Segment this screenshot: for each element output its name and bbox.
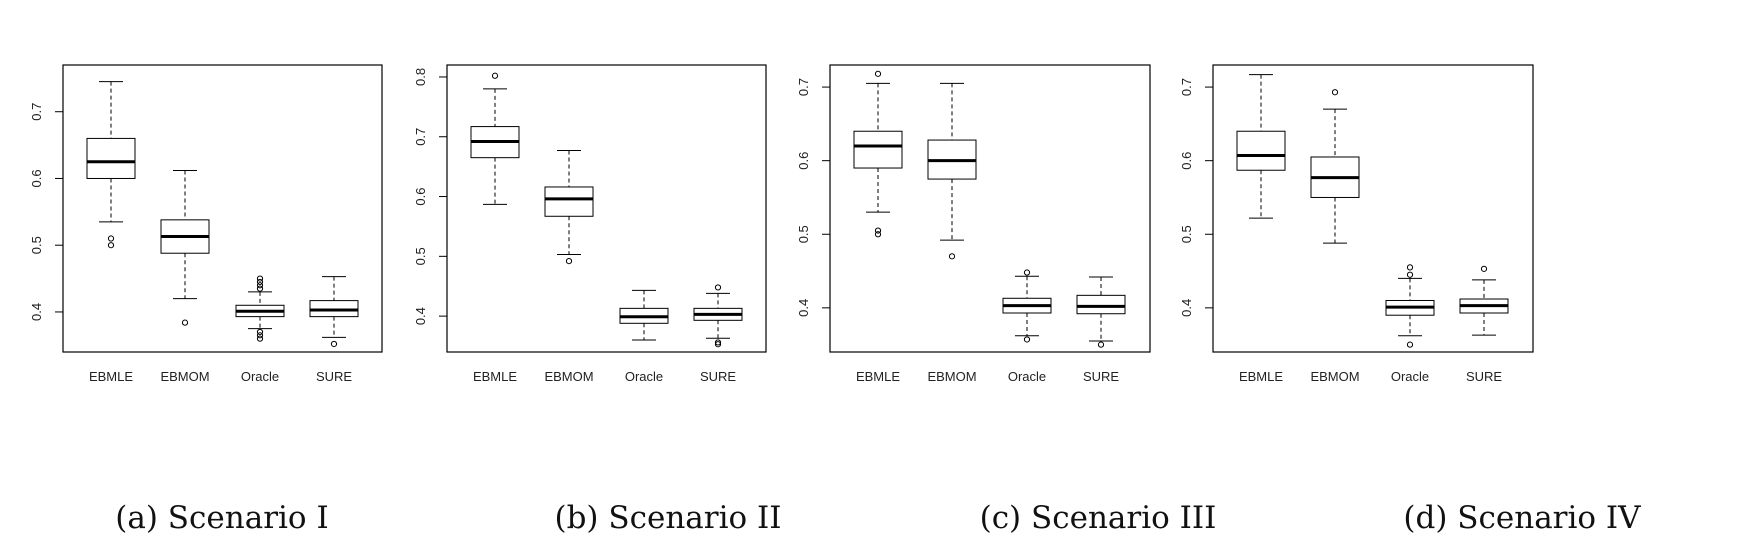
x-tick-label: Oracle	[1391, 369, 1429, 384]
caption-panel-a: (a) Scenario I	[115, 500, 329, 536]
outlier-point	[1480, 265, 1488, 272]
x-tick-label: EBMLE	[89, 369, 133, 384]
outlier-point	[1406, 271, 1414, 278]
x-tick-label: SURE	[316, 369, 352, 384]
x-tick-label: Oracle	[625, 369, 663, 384]
caption-panel-b: (b) Scenario II	[554, 500, 782, 536]
x-tick-label: EBMOM	[544, 369, 593, 384]
x-tick-label: Oracle	[241, 369, 279, 384]
x-tick-label: EBMLE	[856, 369, 900, 384]
outlier-point	[1023, 269, 1031, 276]
outlier-point	[256, 285, 264, 292]
y-tick-label: 0.6	[29, 169, 44, 187]
outlier-point	[330, 340, 338, 348]
caption-panel-d: (d) Scenario IV	[1403, 500, 1641, 536]
outlier-point	[714, 284, 722, 291]
outlier-point	[948, 253, 956, 260]
x-tick-label: SURE	[1083, 369, 1119, 384]
x-tick-label: EBMOM	[160, 369, 209, 384]
y-tick-label: 0.7	[29, 103, 44, 121]
y-tick-label: 0.7	[413, 128, 428, 146]
box-oracle	[619, 289, 669, 341]
outlier-point	[1406, 341, 1414, 348]
outlier-point	[874, 70, 882, 77]
y-tick-label: 0.7	[796, 78, 811, 96]
x-tick-label: EBMOM	[1310, 369, 1359, 384]
box-sure	[309, 276, 359, 348]
outlier-point	[491, 72, 499, 79]
box-oracle	[1385, 264, 1435, 348]
outlier-point	[714, 341, 722, 348]
box-sure	[1076, 276, 1126, 348]
x-tick-label: SURE	[700, 369, 736, 384]
y-tick-label: 0.6	[1179, 152, 1194, 170]
box-ebmle	[86, 81, 136, 249]
panel-b: 0.4 0.5 0.6 0.7 0.8 EBMLE EBMOM Oracle SURE	[413, 64, 767, 384]
outlier-point	[1331, 89, 1339, 96]
interquartile-box	[86, 137, 136, 179]
outlier-point	[107, 235, 115, 242]
panel-a: 0.4 0.5 0.6 0.7 EBMLE EBMOM Oracle SURE	[29, 64, 383, 384]
outlier-point	[181, 319, 189, 326]
y-tick-label: 0.4	[29, 303, 44, 321]
interquartile-box	[1236, 130, 1286, 171]
outlier-point	[1023, 336, 1031, 343]
outlier-point	[107, 242, 115, 249]
x-tick-label: EBMLE	[473, 369, 517, 384]
y-tick-label: 0.5	[413, 247, 428, 265]
interquartile-box	[544, 186, 594, 217]
y-tick-label: 0.5	[29, 236, 44, 254]
interquartile-box	[1076, 294, 1126, 315]
box-ebmom	[1310, 89, 1360, 244]
panel-c: 0.4 0.5 0.6 0.7 EBMLE EBMOM Oracle SURE	[796, 64, 1151, 384]
y-tick-label: 0.4	[1179, 299, 1194, 317]
x-tick-label: EBMOM	[927, 369, 976, 384]
outlier-point	[256, 278, 264, 286]
outlier-point	[256, 282, 264, 289]
box-oracle	[235, 275, 285, 342]
x-tick-label: Oracle	[1008, 369, 1046, 384]
y-tick-label: 0.6	[413, 188, 428, 206]
outlier-point	[256, 335, 264, 342]
box-sure	[693, 284, 743, 348]
outlier-point	[714, 339, 722, 346]
interquartile-box	[853, 130, 903, 169]
caption-panel-c: (c) Scenario III	[979, 500, 1217, 536]
y-tick-label: 0.4	[413, 307, 428, 325]
box-ebmle	[853, 70, 903, 238]
outlier-point	[1097, 341, 1105, 348]
outlier-point	[256, 328, 264, 336]
y-tick-label: 0.5	[796, 225, 811, 243]
box-sure	[1459, 265, 1509, 336]
outlier-point	[256, 332, 264, 339]
outlier-point	[256, 275, 264, 282]
outlier-point	[874, 227, 882, 234]
outlier-point	[565, 258, 573, 265]
y-tick-label: 0.4	[796, 299, 811, 317]
x-tick-label: EBMLE	[1239, 369, 1283, 384]
outlier-point	[1406, 264, 1414, 271]
y-tick-label: 0.5	[1179, 225, 1194, 243]
x-tick-label: SURE	[1466, 369, 1502, 384]
y-tick-label: 0.8	[413, 68, 428, 86]
outlier-point	[874, 231, 882, 238]
y-tick-label: 0.7	[1179, 78, 1194, 96]
box-ebmom	[160, 169, 210, 326]
box-ebmom	[544, 150, 594, 265]
box-ebmom	[927, 82, 977, 260]
y-tick-label: 0.6	[796, 152, 811, 170]
box-ebmle	[470, 72, 520, 205]
box-oracle	[1002, 269, 1052, 343]
panel-d: 0.4 0.5 0.6 0.7 EBMLE EBMOM Oracle SURE	[1179, 64, 1534, 384]
box-ebmle	[1236, 74, 1286, 219]
